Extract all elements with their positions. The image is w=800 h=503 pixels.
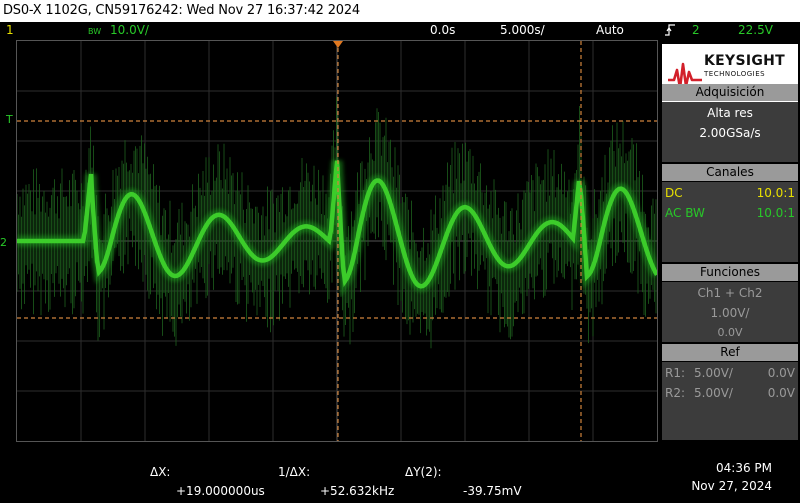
channel2-coupling: AC BW bbox=[665, 206, 705, 220]
acquisition-rate: 2.00GSa/s bbox=[699, 126, 761, 140]
trigger-position-marker[interactable] bbox=[333, 41, 343, 48]
status-bar: 1 BW 10.0V/ 0.0s 5.000s/ Auto 2 22.5V bbox=[0, 22, 800, 40]
cursor-lines[interactable] bbox=[17, 41, 657, 441]
trigger-channel[interactable]: 2 bbox=[692, 23, 700, 37]
functions-section[interactable]: Ch1 + Ch2 1.00V/ 0.0V bbox=[662, 282, 798, 342]
clock-date: Nov 27, 2024 bbox=[691, 479, 772, 493]
trigger-level[interactable]: 22.5V bbox=[738, 23, 773, 37]
channel2-scale[interactable]: 10.0V/ bbox=[110, 23, 149, 37]
channels-heading[interactable]: Canales bbox=[662, 164, 798, 181]
acquisition-heading[interactable]: Adquisición bbox=[662, 84, 798, 101]
channel1-coupling: DC bbox=[665, 186, 683, 200]
inverse-delta-x-label: 1/ΔX: bbox=[278, 465, 311, 479]
trigger-mode[interactable]: Auto bbox=[596, 23, 624, 37]
acquisition-mode: Alta res bbox=[707, 106, 753, 120]
brand-sub: TECHNOLOGIES bbox=[704, 70, 766, 78]
title-text: DS0-X 1102G, CN59176242: Wed Nov 27 16:3… bbox=[3, 3, 360, 18]
channels-section[interactable]: DC 10.0:1 AC BW 10.0:1 bbox=[662, 182, 798, 262]
trigger-level-marker[interactable]: T bbox=[6, 113, 13, 126]
time-scale[interactable]: 5.000s/ bbox=[500, 23, 545, 37]
channel1-probe: 10.0:1 bbox=[756, 186, 795, 200]
ref2-name: R2: bbox=[665, 386, 686, 400]
function-scale: 1.00V/ bbox=[710, 306, 750, 320]
function-offset: 0.0V bbox=[717, 326, 743, 339]
delta-x-value: +19.000000us bbox=[176, 484, 265, 498]
brand-name: KEYSIGHT bbox=[704, 53, 785, 69]
inverse-delta-x-value: +52.632kHz bbox=[320, 484, 395, 498]
waveform-display[interactable] bbox=[16, 40, 662, 442]
delta-y-value: -39.75mV bbox=[463, 484, 522, 498]
ref-section[interactable]: R1: 5.00V/ 0.0V R2: 5.00V/ 0.0V bbox=[662, 362, 798, 440]
title-bar: DS0-X 1102G, CN59176242: Wed Nov 27 16:3… bbox=[0, 0, 800, 22]
channel1-indicator[interactable]: 1 bbox=[6, 23, 14, 37]
ref-heading[interactable]: Ref bbox=[662, 344, 798, 361]
left-marker-strip: T 2 bbox=[0, 40, 16, 442]
delta-x-label: ΔX: bbox=[150, 465, 171, 479]
channel2-ground-marker[interactable]: 2 bbox=[0, 236, 7, 249]
ref1-offset: 0.0V bbox=[767, 366, 795, 380]
clock: 04:36 PM Nov 27, 2024 bbox=[691, 461, 772, 497]
acquisition-section[interactable]: Alta res 2.00GSa/s bbox=[662, 102, 798, 162]
bw-limit-indicator: BW bbox=[88, 27, 102, 36]
side-panel: KEYSIGHT TECHNOLOGIES Adquisición Alta r… bbox=[660, 40, 800, 442]
ref2-scale: 5.00V/ bbox=[694, 386, 733, 400]
clock-time: 04:36 PM bbox=[716, 461, 772, 475]
keysight-wave-icon bbox=[668, 62, 702, 90]
functions-heading[interactable]: Funciones bbox=[662, 264, 798, 281]
trigger-edge-icon bbox=[664, 23, 676, 40]
channel2-probe: 10.0:1 bbox=[756, 206, 795, 220]
channel2-trace bbox=[17, 160, 659, 289]
function-name: Ch1 + Ch2 bbox=[697, 286, 763, 300]
measurement-bar: ΔX: +19.000000us 1/ΔX: +52.632kHz ΔY(2):… bbox=[0, 443, 800, 503]
ref2-offset: 0.0V bbox=[767, 386, 795, 400]
waveform-graticule bbox=[16, 41, 662, 441]
ref1-scale: 5.00V/ bbox=[694, 366, 733, 380]
delta-y-label: ΔY(2): bbox=[405, 465, 442, 479]
ref1-name: R1: bbox=[665, 366, 686, 380]
time-delay[interactable]: 0.0s bbox=[430, 23, 456, 37]
